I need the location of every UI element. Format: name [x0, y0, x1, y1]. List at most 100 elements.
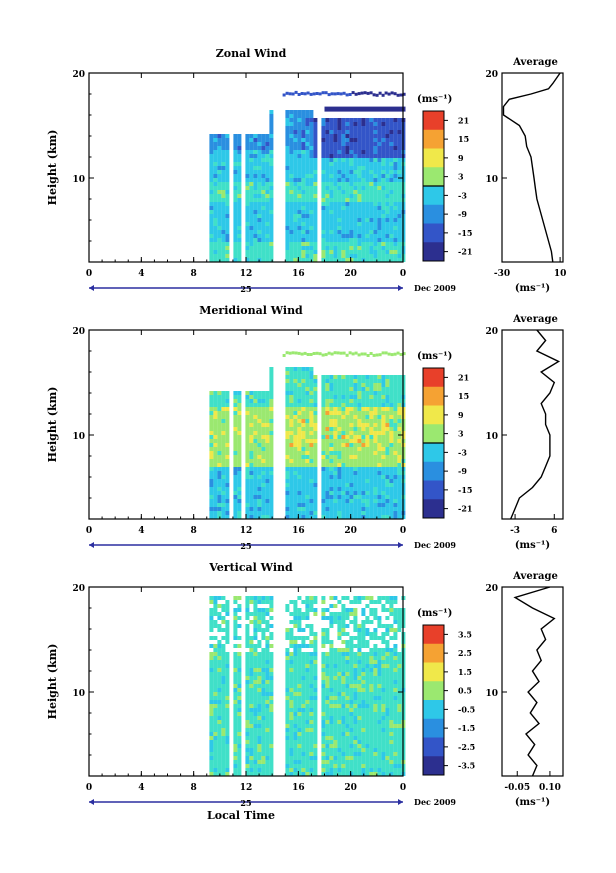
x-tick-label: 8 — [191, 526, 197, 536]
date-arrow-left — [89, 799, 94, 805]
average-x-tick-label: -0.05 — [504, 783, 530, 793]
average-title: Average — [512, 57, 558, 68]
date-arrow-right — [398, 285, 403, 291]
date-arrow-right — [398, 542, 403, 548]
colorbar-tick-label: -1.5 — [458, 723, 475, 733]
average-y-tick-label: 10 — [485, 432, 498, 442]
colorbar-segment — [423, 737, 444, 757]
colorbar-tick-label: -21 — [458, 247, 472, 257]
average-y-tick-label: 20 — [485, 584, 498, 594]
date-month-label: Dec 2009 — [414, 540, 456, 550]
colorbar-tick-label: 3.5 — [458, 629, 472, 639]
colorbar-segment — [423, 223, 444, 243]
colorbar-segment — [423, 129, 444, 149]
colorbar-segment — [423, 718, 444, 738]
colorbar-tick-label: -3 — [458, 447, 467, 457]
colorbar-tick-label: 15 — [458, 391, 469, 401]
colorbar-tick-label: 21 — [458, 115, 469, 125]
y-tick-label: 20 — [72, 584, 85, 594]
average-unit-label: (ms⁻¹) — [515, 797, 550, 808]
x-tick-label: 16 — [292, 269, 305, 279]
average-x-tick-label: 0.10 — [539, 783, 561, 793]
x-tick-label: 4 — [138, 269, 144, 279]
colorbar-tick-label: -0.5 — [458, 704, 475, 714]
average-profile-line — [513, 586, 556, 777]
heatmap-field — [209, 596, 406, 776]
colorbar-segment — [423, 368, 444, 388]
x-tick-label: 0 — [86, 269, 92, 279]
colorbar-segment — [423, 700, 444, 720]
colorbar-tick-label: -3 — [458, 190, 467, 200]
colorbar-tick-label: 21 — [458, 372, 469, 382]
date-day-label: 25 — [240, 541, 251, 551]
colorbar-segment — [423, 242, 444, 262]
y-axis-label: Height (km) — [46, 130, 59, 206]
x-tick-label: 20 — [344, 269, 357, 279]
colorbar-segment — [423, 625, 444, 645]
heatmap-field — [209, 351, 406, 519]
average-unit-label: (ms⁻¹) — [515, 540, 550, 551]
x-tick-label: 16 — [292, 783, 305, 793]
date-day-label: 25 — [240, 284, 251, 294]
colorbar-tick-label: 9 — [458, 153, 464, 163]
colorbar-segment — [423, 204, 444, 224]
colorbar-segment — [423, 405, 444, 425]
average-y-tick-label: 20 — [485, 70, 498, 80]
colorbar-segment — [423, 386, 444, 406]
colorbar-tick-label: 1.5 — [458, 667, 472, 677]
colorbar-tick-label: -3.5 — [458, 761, 475, 771]
x-tick-label: 12 — [240, 783, 253, 793]
average-x-tick-label: 10 — [554, 269, 567, 279]
colorbar-tick-label: -9 — [458, 209, 467, 219]
average-profile-line — [510, 329, 561, 520]
colorbar-tick-label: -21 — [458, 504, 472, 514]
average-profile-line — [502, 72, 561, 263]
panel-title: Vertical Wind — [208, 561, 293, 574]
colorbar-segment — [423, 480, 444, 500]
colorbar-segment — [423, 186, 444, 206]
x-tick-label: 16 — [292, 526, 305, 536]
colorbar-tick-label: 15 — [458, 134, 469, 144]
x-tick-label: 8 — [191, 783, 197, 793]
colorbar-segment — [423, 443, 444, 463]
y-axis-label: Height (km) — [46, 387, 59, 463]
colorbar-segment — [423, 461, 444, 481]
date-arrow-right — [398, 799, 403, 805]
x-tick-label: 0 — [400, 526, 406, 536]
colorbar-tick-label: 3 — [458, 429, 464, 439]
colorbar-segment — [423, 756, 444, 776]
x-tick-label: 20 — [344, 526, 357, 536]
y-tick-label: 20 — [72, 327, 85, 337]
y-tick-label: 20 — [72, 70, 85, 80]
x-tick-label: 12 — [240, 269, 253, 279]
colorbar-segment — [423, 662, 444, 682]
x-axis-label: Local Time — [207, 809, 275, 822]
average-frame — [501, 72, 564, 263]
colorbar-tick-label: -15 — [458, 228, 472, 238]
x-tick-label: 12 — [240, 526, 253, 536]
colorbar-segment — [423, 681, 444, 701]
date-arrow-left — [89, 285, 94, 291]
colorbar-frame — [422, 624, 445, 776]
panel-2: Meridional Wind 0 4 8 12 16 20 0 10 20 Height (km)… — [46, 304, 564, 551]
average-x-tick-label: 6 — [551, 526, 557, 536]
y-axis-label: Height (km) — [46, 644, 59, 720]
x-tick-label: 4 — [138, 783, 144, 793]
colorbar-segment — [423, 499, 444, 519]
date-month-label: Dec 2009 — [414, 797, 456, 807]
colorbar-tick-label: -15 — [458, 485, 472, 495]
colorbar-unit-label: (ms⁻¹) — [417, 351, 452, 362]
average-x-tick-label: -30 — [494, 269, 510, 279]
average-x-tick-label: -3 — [510, 526, 520, 536]
colorbar-tick-label: 2.5 — [458, 648, 472, 658]
x-tick-label: 4 — [138, 526, 144, 536]
average-y-tick-label: 20 — [485, 327, 498, 337]
x-tick-label: 8 — [191, 269, 197, 279]
colorbar-segment — [423, 167, 444, 187]
panel-1: Zonal Wind 0 4 8 12 16 20 0 10 20 Height (km) 25 Dec… — [46, 47, 566, 294]
colorbar-tick-label: -9 — [458, 466, 467, 476]
date-arrow-left — [89, 542, 94, 548]
heatmap-field — [209, 90, 406, 262]
average-title: Average — [512, 571, 558, 582]
